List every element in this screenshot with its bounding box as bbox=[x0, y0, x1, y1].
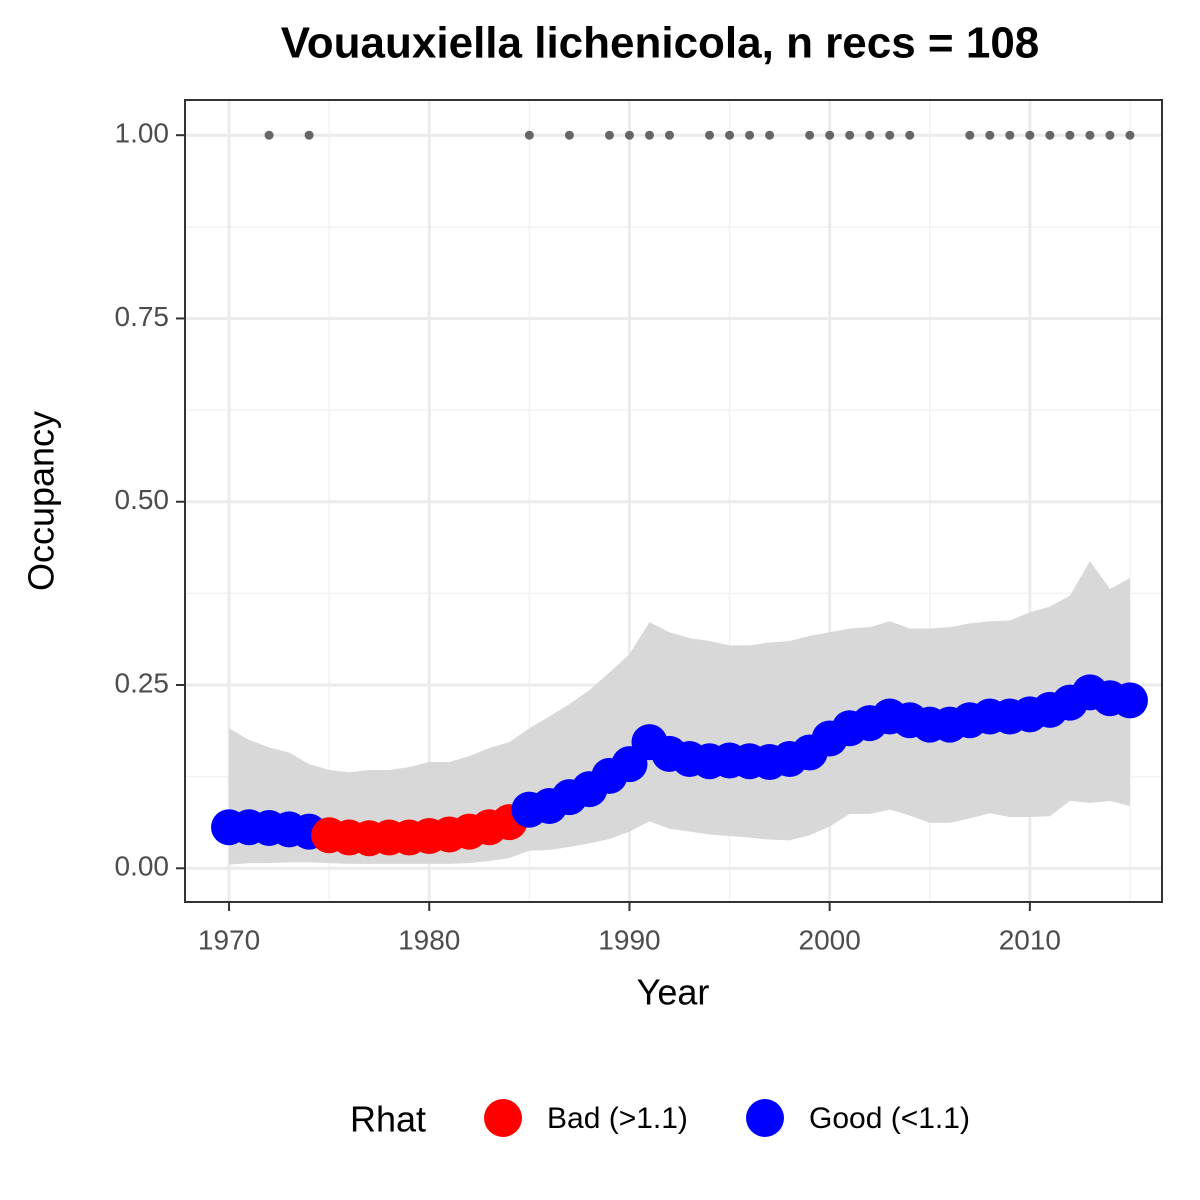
record-dot bbox=[765, 130, 775, 140]
legend-swatch bbox=[746, 1099, 784, 1137]
record-dot bbox=[264, 130, 274, 140]
x-tick-label: 1980 bbox=[398, 924, 460, 955]
legend-label: Good (<1.1) bbox=[809, 1102, 970, 1135]
record-dot bbox=[1125, 130, 1135, 140]
record-dot bbox=[624, 130, 634, 140]
record-dot bbox=[965, 130, 975, 140]
record-dot bbox=[304, 130, 314, 140]
y-axis-title: Occupancy bbox=[21, 411, 62, 591]
record-dot bbox=[745, 130, 755, 140]
y-tick-label: 0.75 bbox=[115, 301, 170, 332]
record-dot bbox=[1025, 130, 1035, 140]
x-tick-label: 2010 bbox=[999, 924, 1061, 955]
x-tick-label: 2000 bbox=[799, 924, 861, 955]
occupancy-point bbox=[1111, 682, 1148, 719]
record-dot bbox=[664, 130, 674, 140]
confidence-band bbox=[229, 561, 1130, 865]
record-dot bbox=[564, 130, 574, 140]
record-dot bbox=[845, 130, 855, 140]
x-axis-title: Year bbox=[637, 972, 710, 1013]
record-dot bbox=[1085, 130, 1095, 140]
record-dot bbox=[865, 130, 875, 140]
legend-label: Bad (>1.1) bbox=[547, 1102, 688, 1135]
y-tick-label: 1.00 bbox=[115, 118, 170, 149]
x-tick-label: 1990 bbox=[598, 924, 660, 955]
record-dot bbox=[805, 130, 815, 140]
record-dot bbox=[1045, 130, 1055, 140]
record-dot bbox=[1105, 130, 1115, 140]
legend-title: Rhat bbox=[350, 1099, 426, 1140]
record-dot bbox=[825, 130, 835, 140]
record-dot bbox=[985, 130, 995, 140]
record-dot bbox=[885, 130, 895, 140]
record-dot bbox=[604, 130, 614, 140]
legend-swatch bbox=[484, 1099, 522, 1137]
record-dot bbox=[1005, 130, 1015, 140]
record-dot bbox=[644, 130, 654, 140]
record-dot bbox=[705, 130, 715, 140]
plot-border bbox=[184, 99, 1163, 903]
record-dot bbox=[905, 130, 915, 140]
x-tick-label: 1970 bbox=[198, 924, 260, 955]
record-dot bbox=[725, 130, 735, 140]
chart-title: Vouauxiella lichenicola, n recs = 108 bbox=[281, 19, 1040, 68]
record-dot bbox=[524, 130, 534, 140]
y-tick-label: 0.00 bbox=[115, 851, 170, 882]
y-tick-label: 0.25 bbox=[115, 667, 170, 698]
record-dot bbox=[1065, 130, 1075, 140]
y-tick-label: 0.50 bbox=[115, 484, 170, 515]
